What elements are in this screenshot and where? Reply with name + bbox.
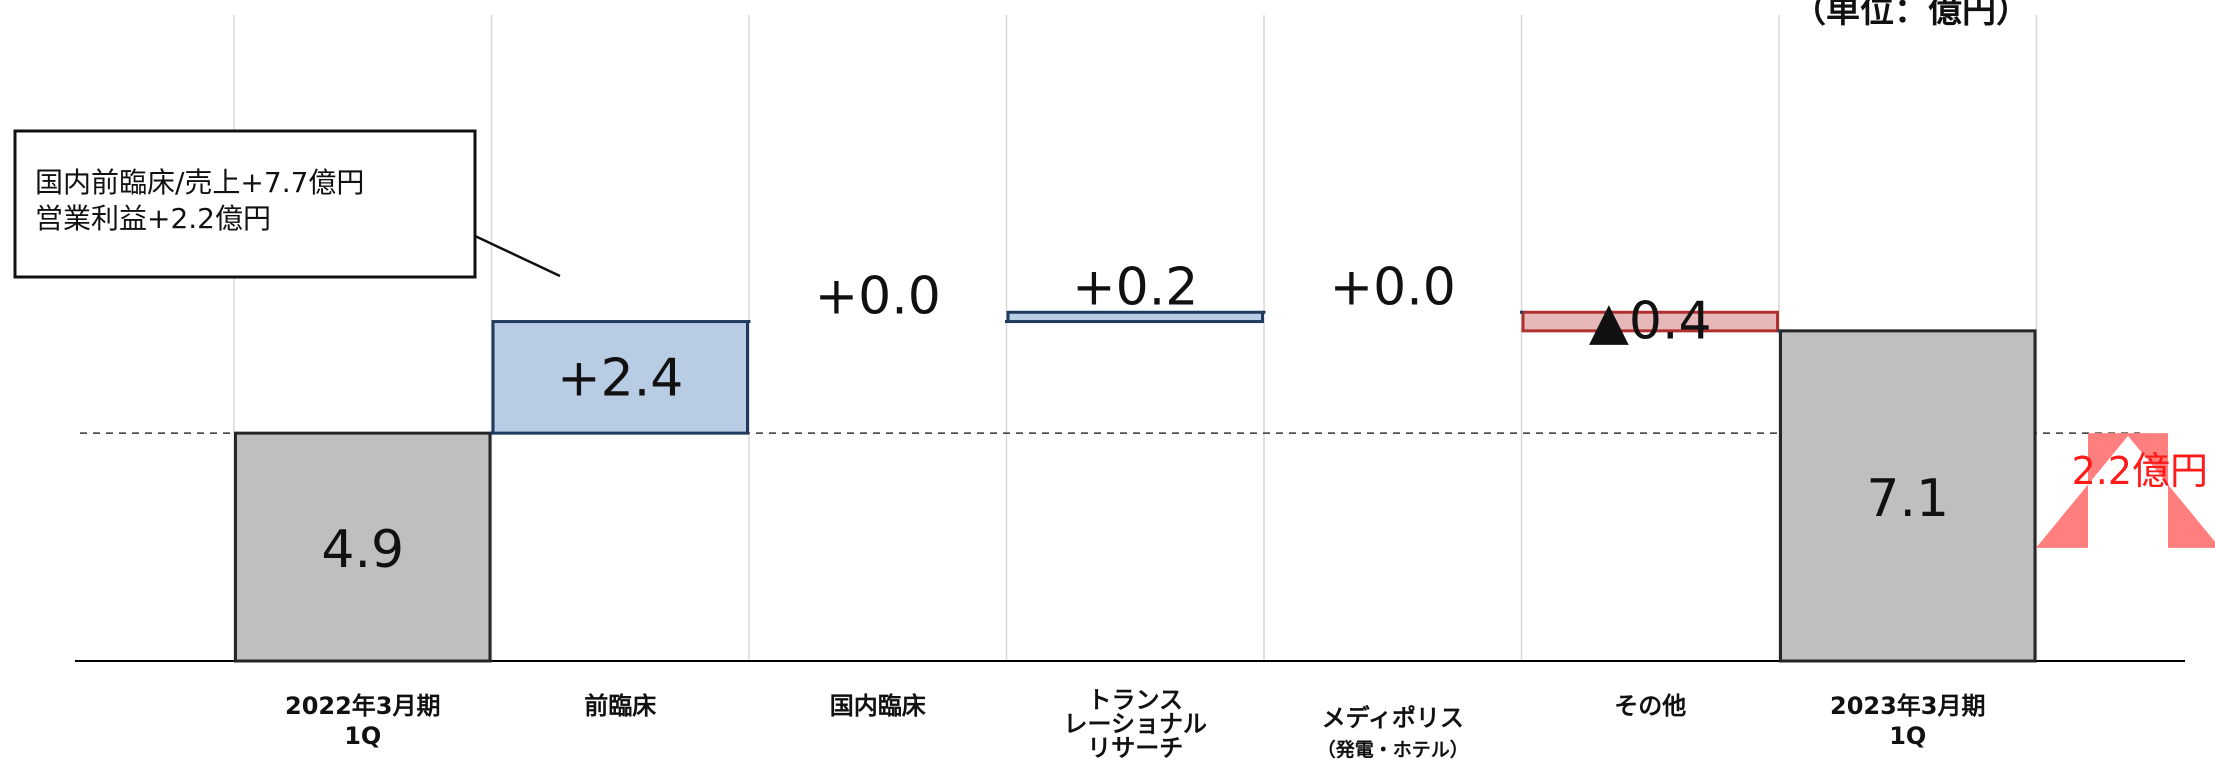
category-label-6: 2023年3月期	[1830, 692, 1986, 720]
category-label-0: 1Q	[344, 722, 381, 750]
bar-6	[1779, 329, 2037, 663]
annotation-leader-line	[474, 234, 561, 278]
unit-label: （単位：億円）	[1792, 0, 2030, 31]
bar-1	[491, 320, 749, 435]
bar-3	[1006, 310, 1264, 324]
annotation-line-2: 営業利益+2.2億円	[35, 202, 271, 235]
category-label-3: レーショナル	[1063, 710, 1207, 738]
category-label-4: メディポリス	[1322, 704, 1464, 732]
connectors	[490, 310, 1781, 435]
value-label-1: +2.4	[557, 348, 683, 408]
value-label-4: +0.0	[1330, 257, 1456, 317]
category-label-2: 国内臨床	[830, 692, 926, 720]
delta-label: 2.2億円	[2072, 449, 2208, 493]
bar-5	[1521, 310, 1779, 333]
category-sublabel-4: （発電・ホテル）	[1317, 738, 1469, 761]
value-labels: 4.9 +2.4 +0.0 +0.2 +0.0 ▲0.4 7.1	[321, 257, 1949, 580]
value-label-2: +0.0	[815, 267, 941, 327]
bar-0	[234, 431, 492, 663]
category-label-3: リサーチ	[1087, 734, 1183, 762]
up-arrow-icon	[2036, 433, 2215, 548]
value-label-5: ▲0.4	[1589, 292, 1712, 352]
value-label-6: 7.1	[1866, 469, 1949, 529]
annotation-line-1: 国内前臨床/売上+7.7億円	[35, 166, 364, 199]
category-label-5: その他	[1614, 692, 1686, 720]
bars	[234, 310, 2037, 663]
annotation-callout: 国内前臨床/売上+7.7億円 営業利益+2.2億円	[13, 129, 561, 279]
category-label-6: 1Q	[1889, 722, 1926, 750]
value-label-3: +0.2	[1072, 257, 1198, 317]
category-label-1: 前臨床	[584, 692, 656, 720]
category-label-3: トランス	[1087, 686, 1183, 714]
value-label-0: 4.9	[321, 520, 404, 580]
annotation-box	[13, 129, 477, 279]
category-label-0: 2022年3月期	[285, 692, 441, 720]
